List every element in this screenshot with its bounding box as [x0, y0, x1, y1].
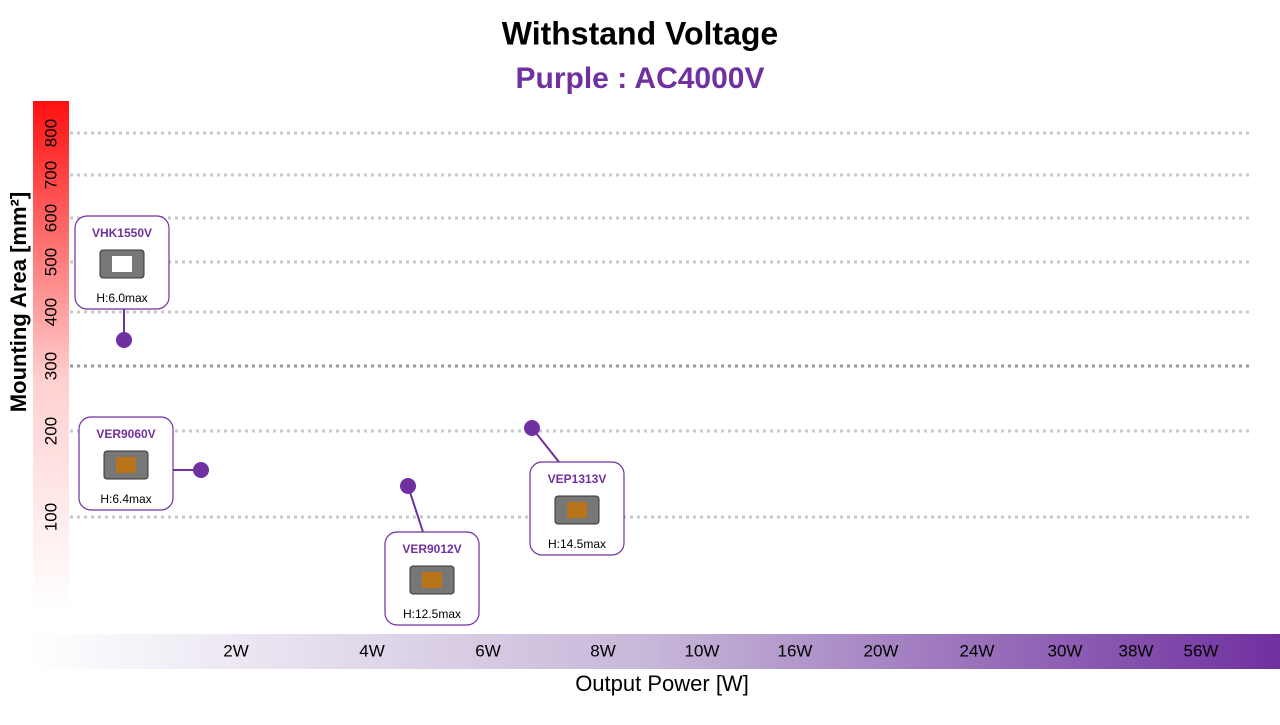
x-axis-label: Output Power [W]	[575, 671, 749, 696]
x-gradient	[30, 634, 1280, 669]
point	[400, 478, 416, 494]
x-tick-label: 10W	[685, 641, 720, 660]
y-tick-label: 600	[41, 204, 60, 232]
x-tick-label: 24W	[960, 641, 995, 660]
product-height: H:6.4max	[100, 492, 151, 506]
y-axis-label: Mounting Area [mm²]	[6, 192, 31, 412]
connector	[407, 485, 424, 533]
product-icon-core	[422, 572, 442, 588]
product-icon-core	[116, 457, 136, 473]
product-height: H:12.5max	[403, 607, 461, 621]
y-tick-label: 800	[41, 119, 60, 147]
x-tick-label: 8W	[590, 641, 616, 660]
product-icon-core	[567, 502, 587, 518]
product: VER9060V H:6.4max	[78, 416, 209, 511]
x-tick-label: 30W	[1048, 641, 1083, 660]
product-height: H:14.5max	[548, 537, 606, 551]
x-tick-label: 2W	[223, 641, 249, 660]
x-tick-label: 20W	[864, 641, 899, 660]
subtitle: Purple : AC4000V	[516, 62, 765, 95]
y-tick-label: 100	[41, 503, 60, 531]
point	[116, 332, 132, 348]
x-tick-label: 16W	[778, 641, 813, 660]
product-name: VEP1313V	[548, 472, 607, 486]
y-tick-label: 400	[41, 298, 60, 326]
product-icon-core	[112, 256, 132, 272]
product: VEP1313V H:14.5max	[524, 420, 625, 556]
y-tick-label: 700	[41, 161, 60, 189]
title: Withstand Voltage	[502, 15, 778, 51]
point	[524, 420, 540, 436]
y-tick-label: 300	[41, 352, 60, 380]
point	[193, 462, 209, 478]
product-name: VHK1550V	[92, 226, 152, 240]
product-height: H:6.0max	[96, 291, 147, 305]
x-tick-label: 38W	[1119, 641, 1154, 660]
x-tick-label: 56W	[1184, 641, 1219, 660]
product: VHK1550V H:6.0max	[74, 215, 170, 348]
y-gradient	[33, 101, 69, 611]
product: VER9012V H:12.5max	[384, 478, 480, 626]
y-tick-label: 200	[41, 417, 60, 445]
product-name: VER9012V	[402, 542, 461, 556]
product-name: VER9060V	[96, 427, 155, 441]
x-tick-label: 4W	[359, 641, 385, 660]
x-tick-label: 6W	[475, 641, 501, 660]
y-tick-label: 500	[41, 248, 60, 276]
